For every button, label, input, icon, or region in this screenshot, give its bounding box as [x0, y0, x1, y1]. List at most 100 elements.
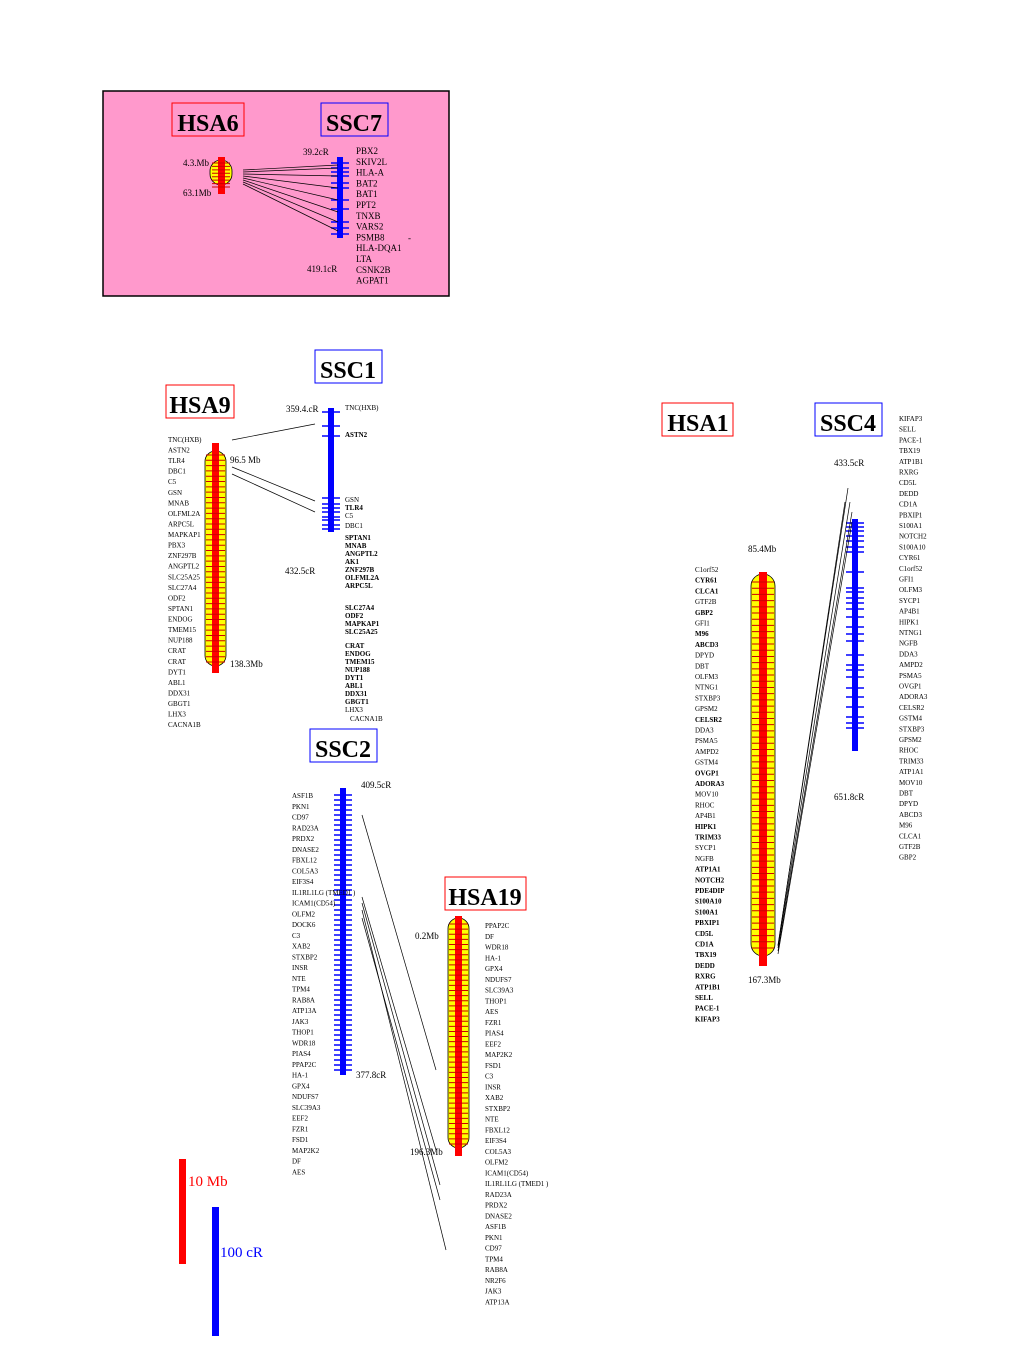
- ssc4-gene-label: CLCA1: [899, 832, 922, 840]
- hsa9-gene-label: SLC27A4: [168, 584, 197, 592]
- hsa6-chromosome-axis: [218, 157, 225, 194]
- hsa19-gene-label: WDR18: [485, 944, 509, 952]
- hsa1-gene-label: AP4B1: [695, 812, 716, 820]
- ssc7-gene-label: BAT2: [356, 178, 378, 188]
- ssc1-gene-label: DDX31: [345, 690, 368, 698]
- hsa19-top-position: 0.2Mb: [415, 931, 439, 941]
- ssc2-gene-label: AES: [292, 1168, 305, 1176]
- hsa1-gene-label: OVGP1: [695, 769, 719, 777]
- hsa19-gene-label: C3: [485, 1073, 494, 1081]
- inset-homology-line: [242, 164, 339, 171]
- inset-homology-line: [242, 173, 339, 177]
- hsa19-gene-label: TPM4: [485, 1255, 503, 1263]
- ssc2-gene-label: PPAP2C: [292, 1061, 317, 1069]
- ssc1-gene-label: C5: [345, 512, 354, 520]
- inset-homology-line: [242, 179, 339, 213]
- hsa1-gene-label: ATP1B1: [695, 983, 721, 991]
- ssc7-gene-label: PSMB8: [356, 232, 385, 242]
- hsa9-gene-label: ASTN2: [168, 447, 190, 455]
- hsa1-gene-label: CLCA1: [695, 587, 719, 595]
- ssc2-hsa19-block: SSC2 HSA19 409.5cR 377.8cR ASF1B PKN1 CD97…: [292, 728, 549, 1306]
- ssc1-gene-label: OLFML2A: [345, 574, 379, 582]
- ssc4-gene-label: ADORA3: [899, 693, 928, 701]
- hsa1-gene-label: DDA3: [695, 727, 714, 735]
- ssc4-gene-label: MOV10: [899, 779, 923, 787]
- hsa19-homology-line: [361, 917, 441, 1201]
- hsa1-homology-line: [777, 501, 846, 947]
- ssc1-gene-label: TMEM15: [345, 658, 375, 666]
- ssc1-gene-label: NUP188: [345, 666, 370, 674]
- hsa19-gene-label: PIAS4: [485, 1030, 504, 1038]
- cr-scale-label: 100 cR: [220, 1245, 263, 1261]
- ssc2-gene-label: NDUFS7: [292, 1093, 319, 1101]
- hsa1-gene-label: PDE4DIP: [695, 887, 725, 895]
- ssc4-gene-label: SYCP1: [899, 597, 921, 605]
- ssc1-gene-label: AK1: [345, 558, 360, 566]
- hsa6-label-box: [171, 102, 245, 137]
- hsa19-gene-label: SLC39A3: [485, 987, 514, 995]
- ssc7-bottom-position: 419.1cR: [307, 264, 337, 274]
- ssc1-gene-label: CRAT: [345, 642, 365, 650]
- hsa9-gene-list: TNC(HXB) ASTN2 TLR4 DBC1 C5 GSN MNAB OLFML2A ARP…: [168, 436, 202, 729]
- ssc7-label: SSC7: [326, 111, 382, 137]
- ssc4-gene-label: PBXIP1: [899, 511, 923, 519]
- ssc1-gene-label: GBGT1: [345, 698, 369, 706]
- hsa9-gene-label: ZNF297B: [168, 552, 197, 560]
- ssc4-gene-label: OLFM3: [899, 586, 922, 594]
- ssc4-gene-label: NTNG1: [899, 629, 922, 637]
- ssc4-gene-label: SELL: [899, 426, 916, 434]
- hsa6-top-position: 4.3.Mb: [183, 158, 210, 168]
- ssc7-marker-ticks: [331, 162, 349, 235]
- ssc7-gene-label: LTA: [356, 254, 372, 264]
- hsa1-gene-label: DPYD: [695, 652, 714, 660]
- hsa19-gene-label: MAP2K2: [485, 1051, 513, 1059]
- ssc2-gene-list: ASF1B PKN1 CD97 RAD23A PRDX2 DNASE2 FBXL12 COL5…: [292, 792, 356, 1176]
- ssc4-label: SSC4: [820, 411, 876, 437]
- ssc4-gene-label: M96: [899, 822, 913, 830]
- ssc4-gene-label: ATP1A1: [899, 768, 924, 776]
- hsa9-gene-label: MNAB: [168, 499, 189, 507]
- hsa1-ssc4-block: HSA1 SSC4 85.4Mb 167.3Mb C1orf52 CYR61 CLC…: [661, 402, 928, 1023]
- hsa1-gene-label: OLFM3: [695, 673, 718, 681]
- ssc2-label-box: [309, 728, 378, 763]
- hsa19-label: HSA19: [448, 885, 521, 911]
- ssc2-gene-label: DOCK6: [292, 921, 316, 929]
- ssc2-gene-label: NTE: [292, 975, 306, 983]
- hsa9-marker-ticks: [206, 454, 225, 663]
- ssc1-gene-label: LHX3: [345, 706, 363, 714]
- hsa1-gene-label: PBXIP1: [695, 919, 720, 927]
- hsa9-gene-label: PBX3: [168, 542, 186, 550]
- hsa1-homology-line: [777, 511, 853, 952]
- ssc4-top-position: 433.5cR: [834, 458, 864, 468]
- ssc4-gene-label: DEDD: [899, 490, 918, 498]
- ssc2-gene-label: HA-1: [292, 1072, 308, 1080]
- ssc7-gene-label: VARS2: [356, 222, 383, 232]
- ssc4-gene-label: NOTCH2: [899, 533, 927, 541]
- ssc4-gene-label: GBP2: [899, 854, 917, 862]
- hsa9-bottom-position: 138.3Mb: [230, 659, 263, 669]
- ssc1-gene-label: ODF2: [345, 612, 364, 620]
- hsa9-gene-label: ABL1: [168, 679, 186, 687]
- ssc4-gene-label: NGFB: [899, 640, 918, 648]
- hsa1-gene-label: CD5L: [695, 930, 714, 938]
- ssc4-gene-label: ATP1B1: [899, 458, 924, 466]
- hsa19-gene-label: OLFM2: [485, 1159, 508, 1167]
- hsa19-gene-label: DF: [485, 933, 494, 941]
- ssc7-gene-list: PBX2SKIV2LHLA-ABAT2BAT1PPT2TNXBVARS2PSMB…: [356, 146, 402, 286]
- ssc2-gene-label: EIF3S4: [292, 878, 314, 886]
- hsa9-label-box: [165, 384, 235, 419]
- ssc1-gene-label: ENDOG: [345, 650, 371, 658]
- hsa9-ssc1-block: HSA9 SSC1 96.5 Mb 138.3Mb TNC(HXB)ASTN2T…: [165, 349, 383, 729]
- hsa9-gene-label: TMEM15: [168, 626, 197, 634]
- hsa1-gene-label: SYCP1: [695, 844, 717, 852]
- ssc2-gene-label: RAD23A: [292, 824, 319, 832]
- ssc4-bottom-position: 651.8cR: [834, 792, 864, 802]
- scale-bars: 10 Mb 100 cR: [179, 1159, 263, 1336]
- hsa1-gene-label: S100A10: [695, 898, 722, 906]
- ssc2-gene-label: OLFM2: [292, 910, 315, 918]
- inset-background: [102, 90, 450, 297]
- hsa1-gene-label: PSMA5: [695, 737, 718, 745]
- ssc2-gene-label: FZR1: [292, 1125, 309, 1133]
- ssc1-gene-label: CACNA1B: [350, 715, 383, 723]
- ssc7-gene-label: HLA-A: [356, 168, 384, 178]
